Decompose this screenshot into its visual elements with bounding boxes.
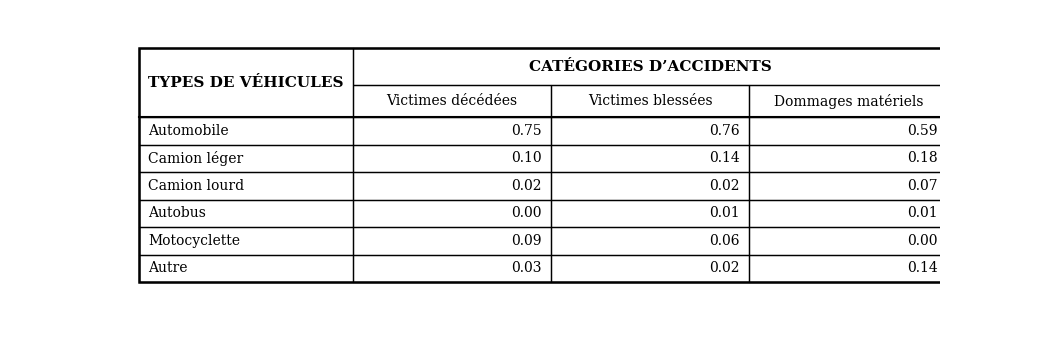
Text: 0.14: 0.14 bbox=[709, 151, 740, 165]
Bar bbox=[353, 227, 551, 255]
Text: Dommages matériels: Dommages matériels bbox=[774, 94, 923, 109]
Bar bbox=[551, 200, 750, 227]
Text: Automobile: Automobile bbox=[148, 124, 229, 138]
Bar bbox=[750, 255, 948, 282]
Text: 0.75: 0.75 bbox=[511, 124, 542, 138]
Bar bbox=[551, 85, 750, 117]
Text: 0.06: 0.06 bbox=[709, 234, 740, 248]
Text: TYPES DE VÉHICULES: TYPES DE VÉHICULES bbox=[148, 76, 343, 90]
Text: Motocyclette: Motocyclette bbox=[148, 234, 240, 248]
Text: 0.00: 0.00 bbox=[511, 206, 542, 220]
Text: 0.18: 0.18 bbox=[907, 151, 938, 165]
Bar bbox=[551, 227, 750, 255]
Bar bbox=[353, 200, 551, 227]
Bar bbox=[353, 48, 948, 85]
Text: 0.03: 0.03 bbox=[511, 261, 542, 275]
Bar bbox=[353, 85, 551, 117]
Text: 0.02: 0.02 bbox=[709, 261, 740, 275]
Text: 0.09: 0.09 bbox=[511, 234, 542, 248]
Bar bbox=[551, 255, 750, 282]
Bar bbox=[750, 200, 948, 227]
Bar bbox=[139, 227, 353, 255]
Bar bbox=[139, 117, 353, 145]
Text: 0.02: 0.02 bbox=[511, 179, 542, 193]
Bar bbox=[353, 145, 551, 172]
Bar bbox=[551, 145, 750, 172]
Bar bbox=[139, 48, 353, 117]
Bar bbox=[353, 117, 551, 145]
Text: Autre: Autre bbox=[148, 261, 188, 275]
Bar bbox=[139, 145, 353, 172]
Text: Camion léger: Camion léger bbox=[148, 151, 243, 166]
Text: 0.59: 0.59 bbox=[907, 124, 938, 138]
Bar bbox=[139, 172, 353, 200]
Text: 0.07: 0.07 bbox=[907, 179, 938, 193]
Bar bbox=[551, 117, 750, 145]
Text: 0.76: 0.76 bbox=[709, 124, 740, 138]
Bar bbox=[750, 227, 948, 255]
Bar bbox=[750, 145, 948, 172]
Bar bbox=[139, 255, 353, 282]
Bar bbox=[750, 172, 948, 200]
Bar bbox=[353, 255, 551, 282]
Text: Camion lourd: Camion lourd bbox=[148, 179, 244, 193]
Bar bbox=[139, 48, 948, 282]
Bar bbox=[353, 172, 551, 200]
Text: 0.00: 0.00 bbox=[907, 234, 938, 248]
Text: 0.01: 0.01 bbox=[709, 206, 740, 220]
Text: 0.10: 0.10 bbox=[511, 151, 542, 165]
Text: CATÉGORIES D’ACCIDENTS: CATÉGORIES D’ACCIDENTS bbox=[529, 60, 772, 74]
Text: 0.02: 0.02 bbox=[709, 179, 740, 193]
Text: Victimes décédées: Victimes décédées bbox=[386, 94, 518, 108]
Bar bbox=[139, 200, 353, 227]
Text: 0.01: 0.01 bbox=[907, 206, 938, 220]
Text: 0.14: 0.14 bbox=[907, 261, 938, 275]
Text: Victimes blessées: Victimes blessées bbox=[588, 94, 713, 108]
Text: Autobus: Autobus bbox=[148, 206, 206, 220]
Bar bbox=[750, 117, 948, 145]
Bar bbox=[551, 172, 750, 200]
Bar bbox=[750, 85, 948, 117]
